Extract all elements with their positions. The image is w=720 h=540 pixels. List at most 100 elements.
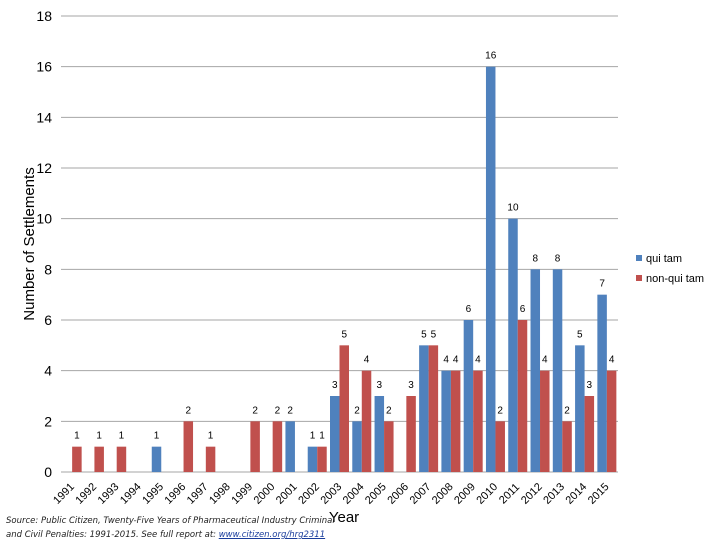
x-tick-label: 2007 <box>408 481 434 507</box>
qui-tam-bar <box>597 294 607 472</box>
x-tick-label: 2008 <box>430 481 456 507</box>
data-label: 4 <box>453 355 459 366</box>
bars <box>72 66 617 473</box>
data-label: 4 <box>443 355 449 366</box>
data-label: 1 <box>319 431 325 442</box>
data-label: 7 <box>599 279 605 290</box>
y-tick-label: 12 <box>36 160 52 176</box>
legend: qui tam non-qui tam <box>636 253 704 285</box>
non-qui-tam-bar <box>540 370 550 472</box>
x-tick-label: 2009 <box>452 481 478 507</box>
y-tick-label: 4 <box>44 363 52 379</box>
x-tick-label: 2006 <box>385 481 411 507</box>
non-qui-tam-bar <box>428 345 439 472</box>
qui-tam-bar <box>374 396 385 472</box>
data-label: 3 <box>587 380 593 391</box>
data-label: 4 <box>542 355 548 366</box>
data-label: 8 <box>555 253 561 264</box>
qui-tam-bar <box>151 446 162 472</box>
data-label: 1 <box>96 431 102 442</box>
y-axis-label: Number of Settlements <box>21 167 38 320</box>
data-label: 10 <box>507 203 519 214</box>
data-label: 6 <box>466 304 472 315</box>
data-label: 2 <box>287 405 293 416</box>
non-qui-tam-bar <box>562 421 572 472</box>
qui-tam-bar <box>530 269 541 472</box>
non-qui-tam-bar <box>450 370 461 472</box>
x-tick-label: 2015 <box>586 481 612 507</box>
data-label: 5 <box>431 329 437 340</box>
x-tick-label: 1994 <box>118 481 144 507</box>
non-qui-tam-bar <box>72 446 82 472</box>
data-label: 3 <box>377 380 383 391</box>
non-qui-tam-bar <box>272 421 283 472</box>
qui-tam-bar <box>552 269 563 472</box>
data-label: 8 <box>532 253 538 264</box>
x-tick-label: 1991 <box>51 481 77 507</box>
x-tick-label: 2002 <box>296 481 322 507</box>
non-qui-tam-bar <box>205 446 216 472</box>
non-qui-tam-bar <box>495 421 505 472</box>
qui-tam-bar <box>575 345 585 472</box>
non-qui-tam-bar <box>517 320 528 472</box>
legend-swatch <box>636 275 642 281</box>
non-qui-tam-bar <box>584 396 595 472</box>
x-axis-label: Year <box>329 509 359 526</box>
data-label: 2 <box>186 405 192 416</box>
data-label: 5 <box>341 329 347 340</box>
non-qui-tam-bar <box>339 345 349 472</box>
y-tick-label: 10 <box>36 211 52 227</box>
x-tick-label: 2003 <box>318 481 344 507</box>
source-text: Source: Public Citizen, Twenty-Five Year… <box>6 516 335 540</box>
data-label: 5 <box>577 329 583 340</box>
qui-tam-bar <box>419 345 429 472</box>
data-label: 1 <box>74 431 80 442</box>
legend-swatch <box>636 255 642 261</box>
non-qui-tam-bar <box>250 421 260 472</box>
qui-tam-bar <box>330 396 340 472</box>
y-tick-label: 2 <box>44 413 52 429</box>
data-label: 4 <box>475 355 481 366</box>
non-qui-tam-bar <box>317 446 327 472</box>
qui-tam-bar <box>307 446 318 472</box>
x-tick-label: 2001 <box>274 481 300 507</box>
x-tick-label: 1999 <box>229 481 255 507</box>
non-qui-tam-bar <box>473 370 483 472</box>
qui-tam-bar <box>441 370 451 472</box>
x-tick-label: 1998 <box>207 481 233 507</box>
x-tick-labels: 1991199219931994199519961997199819992000… <box>51 481 612 507</box>
non-qui-tam-bar <box>384 421 394 472</box>
legend-label: non-qui tam <box>646 273 704 285</box>
y-tick-label: 0 <box>44 464 52 480</box>
data-label: 2 <box>252 405 258 416</box>
legend-label: qui tam <box>646 253 682 265</box>
x-tick-label: 2014 <box>564 481 590 507</box>
x-tick-label: 2011 <box>497 481 522 506</box>
data-label: 3 <box>332 380 338 391</box>
non-qui-tam-bar <box>94 446 104 472</box>
data-label: 3 <box>408 380 414 391</box>
x-tick-label: 1995 <box>140 481 166 507</box>
non-qui-tam-bar <box>183 421 194 472</box>
y-tick-label: 6 <box>44 312 52 328</box>
data-label: 1 <box>208 431 214 442</box>
qui-tam-bar <box>285 421 295 472</box>
non-qui-tam-bar <box>361 370 372 472</box>
x-tick-label: 2010 <box>474 481 500 507</box>
data-label: 2 <box>564 405 570 416</box>
x-tick-label: 2013 <box>541 481 567 507</box>
data-label: 1 <box>119 431 125 442</box>
source-link[interactable]: www.citizen.org/hrg2311 <box>218 530 326 540</box>
data-label: 1 <box>310 431 316 442</box>
source-note: Source: Public Citizen, Twenty-Five Year… <box>6 514 336 540</box>
y-tick-label: 16 <box>36 59 52 75</box>
y-tick-label: 18 <box>36 8 52 24</box>
data-label: 4 <box>364 355 370 366</box>
data-label: 4 <box>609 355 615 366</box>
x-tick-label: 2000 <box>252 481 278 507</box>
qui-tam-bar <box>508 218 518 472</box>
x-tick-label: 2005 <box>363 481 389 507</box>
